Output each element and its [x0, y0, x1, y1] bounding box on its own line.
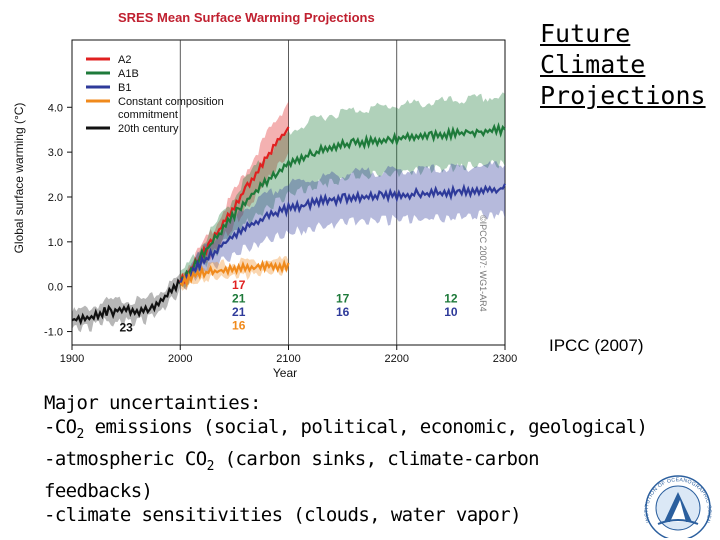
band-a1b: [180, 92, 506, 289]
uncertainty-item: -atmospheric CO2 (carbon sinks, climate-…: [44, 447, 644, 479]
model-count-label: 16: [336, 305, 350, 319]
uncertainties-heading: Major uncertainties:: [44, 392, 261, 414]
text-part: -atmospheric CO: [44, 447, 207, 470]
figure-panel: SRES Mean Surface Warming Projections 19…: [12, 10, 518, 380]
y-tick-label: 1.0: [48, 237, 63, 249]
y-tick-label: 0.0: [48, 282, 63, 294]
model-count-label: 17: [336, 291, 350, 305]
chart-title: SRES Mean Surface Warming Projections: [118, 10, 375, 25]
model-count-label: 21: [232, 305, 246, 319]
series-line-20th-century: [71, 278, 182, 326]
text-part: (carbon sinks, climate-carbon: [213, 447, 540, 470]
series-line-a1b: [179, 122, 506, 285]
text-part: -CO: [44, 416, 77, 438]
y-axis-label: Global surface warming (°C): [12, 103, 26, 254]
legend-label: commitment: [118, 109, 178, 121]
text-part: emissions (social, political, economic, …: [83, 416, 648, 438]
y-tick-label: 2.0: [48, 192, 63, 204]
subscript: 2: [76, 426, 85, 442]
slide-title: Future Climate Projections: [540, 19, 706, 110]
model-count-label: 23: [119, 321, 133, 335]
uncertainty-item: -CO2 emissions (social, political, econo…: [44, 415, 648, 447]
model-count-label: 10: [444, 305, 458, 319]
uncertainty-item-continued: feedbacks): [44, 479, 153, 502]
subscript: 2: [206, 458, 215, 474]
series-lines: [71, 122, 506, 326]
series-line-b1: [179, 183, 506, 284]
legend-label: Constant composition: [118, 96, 224, 108]
warming-chart: SRES Mean Surface Warming Projections 19…: [12, 10, 517, 380]
x-tick-label: 1900: [60, 353, 84, 365]
institution-seal-icon: INSTITUTION OF OCEANOGRAPHIC SCIENCE: [640, 470, 712, 538]
y-tick-label: 3.0: [48, 147, 63, 159]
x-axis-label: Year: [273, 366, 297, 380]
legend-label: B1: [118, 82, 131, 94]
band-a2: [180, 101, 289, 286]
source-citation: IPCC (2007): [549, 336, 644, 355]
copyright-label: ©IPCC 2007: WG1-AR4: [478, 215, 488, 312]
legend-label: A2: [118, 54, 131, 66]
x-tick-label: 2000: [168, 353, 192, 365]
axes-layer: 1900 2000 2100 2200 2300 -1.0 0.0 1.0 2.0 3.0 4.0: [44, 39, 517, 365]
uncertainty-item: -climate sensitivities (clouds, water va…: [44, 503, 522, 526]
model-count-label: 21: [232, 291, 246, 305]
x-tick-label: 2200: [385, 353, 409, 365]
model-count-label: 12: [444, 291, 458, 305]
x-tick-label: 2300: [493, 353, 517, 365]
legend-label: A1B: [118, 68, 139, 80]
x-tick-label: 2100: [276, 353, 300, 365]
model-count-label: 16: [232, 318, 246, 332]
y-tick-label: 4.0: [48, 102, 63, 114]
legend-label: 20th century: [118, 123, 179, 135]
model-count-label: 17: [232, 278, 246, 292]
series-line-constant-composition-commitment: [179, 259, 290, 288]
y-tick-label: -1.0: [44, 327, 63, 339]
uncertainties-notes: Major uncertainties: -CO2 emissions (soc…: [44, 391, 648, 527]
